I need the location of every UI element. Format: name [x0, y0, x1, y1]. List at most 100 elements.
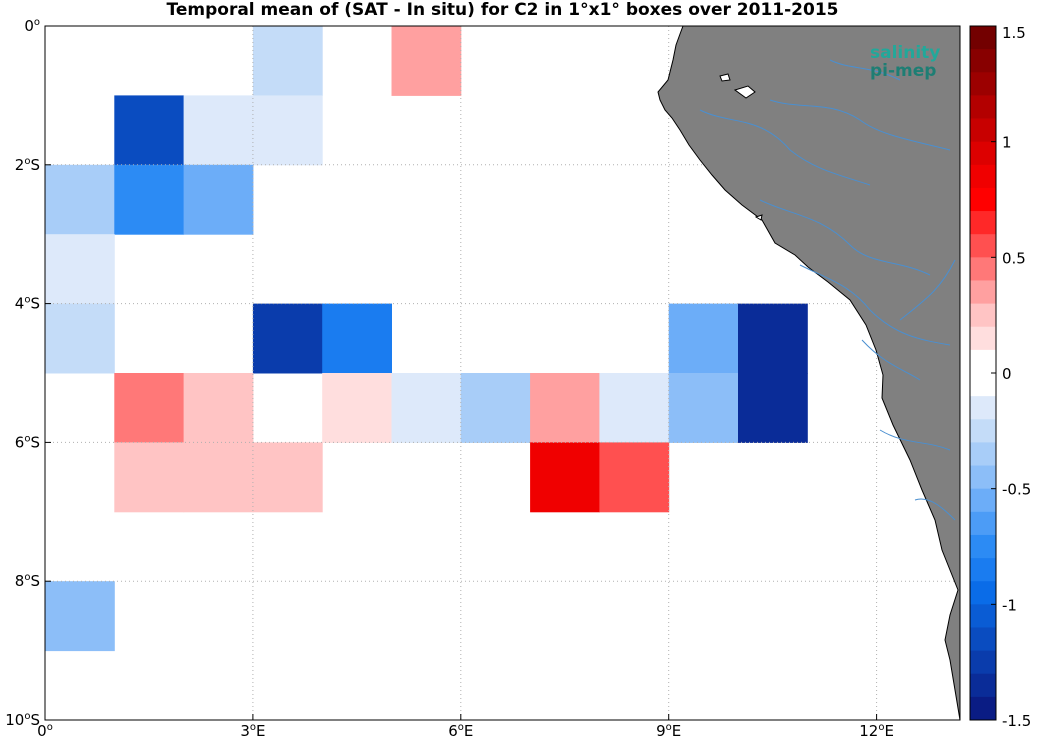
heatmap-cell — [45, 581, 115, 652]
heatmap-cell — [738, 373, 808, 443]
heatmap-cell — [45, 164, 115, 235]
heatmap-cell — [45, 303, 115, 374]
colorbar-segment — [970, 627, 996, 651]
x-tick-label: 12oE — [859, 722, 894, 740]
island — [719, 73, 731, 82]
colorbar-tick-label: -1.5 — [1002, 712, 1031, 730]
land-area — [657, 25, 961, 721]
colorbar-segment — [970, 303, 996, 328]
colorbar-segment — [970, 234, 996, 258]
heatmap-cell — [530, 373, 600, 443]
colorbar-segment — [970, 696, 996, 721]
islands — [719, 73, 763, 221]
colorbar-segment — [970, 187, 996, 212]
heatmap-cell — [391, 373, 462, 443]
colorbar-segment — [970, 72, 996, 96]
x-tick-label: 0o — [37, 722, 53, 740]
rivers — [699, 59, 956, 521]
heatmap-cell — [183, 442, 254, 513]
heatmap-cell — [114, 373, 185, 443]
y-tick-label: 4oS — [15, 295, 40, 313]
heatmap-cell — [114, 95, 185, 166]
colorbar-segment — [970, 164, 996, 189]
heatmap-cell — [183, 373, 254, 443]
y-tick-label: 10oS — [5, 711, 40, 729]
colorbar — [969, 25, 997, 721]
colorbar-segment — [970, 534, 996, 559]
river — [879, 429, 951, 451]
heatmap-cell — [252, 442, 323, 513]
map-frame — [44, 25, 961, 721]
colorbar-segment — [970, 326, 996, 351]
y-tick-label: 2oS — [15, 156, 40, 174]
y-tick-label: 6oS — [15, 433, 40, 451]
colorbar-segment — [970, 558, 996, 582]
river — [759, 199, 931, 276]
colorbar-segment — [970, 257, 996, 281]
heatmap-cell — [738, 303, 808, 374]
colorbar-segment — [970, 118, 996, 143]
colorbar-tick-label: 1 — [1002, 134, 1012, 152]
heatmap-cell — [530, 442, 600, 513]
heatmap-cell — [668, 373, 739, 443]
heatmap-cell — [183, 95, 254, 166]
heatmap-cell — [391, 26, 462, 96]
river — [914, 498, 956, 521]
colorbar-tick-label: -0.5 — [1002, 481, 1031, 499]
island — [754, 214, 763, 221]
x-axis-ticks: 0o 3oE 6oE 9oE 12oE — [37, 714, 894, 740]
y-axis-ticks: 0o 2oS 4oS 6oS 8oS 10oS — [5, 17, 51, 729]
colorbar-segment — [970, 373, 996, 397]
colorbar-segment — [970, 211, 996, 235]
colorbar-tick-label: -1 — [1002, 596, 1017, 614]
colorbar-segment — [970, 442, 996, 466]
heatmap-cell — [599, 373, 670, 443]
heatmap-cell — [322, 373, 392, 443]
island — [733, 85, 756, 99]
colorbar-segment — [970, 280, 996, 304]
heatmap-cell — [252, 26, 323, 96]
colorbar-segment — [970, 511, 996, 536]
colorbar-segment — [970, 673, 996, 698]
colorbar-segment — [970, 419, 996, 443]
heatmap-cell — [45, 234, 115, 305]
colorbar-segment — [970, 604, 996, 628]
colorbar-segment — [970, 349, 996, 374]
y-tick-label: 8oS — [15, 572, 40, 590]
river — [899, 259, 956, 321]
colorbar-tick-label: 0.5 — [1002, 249, 1026, 267]
x-tick-label: 9oE — [656, 722, 681, 740]
gridlines — [45, 26, 960, 720]
colorbar-segment — [970, 396, 996, 420]
colorbar-segment — [970, 650, 996, 675]
heatmap-cell — [460, 373, 531, 443]
colorbar-segment — [970, 581, 996, 605]
colorbar-segment — [970, 465, 996, 490]
colorbar-segment — [970, 141, 996, 166]
heatmap-cell — [322, 303, 392, 374]
river — [861, 339, 921, 381]
salinity-pimep-logo: salinity pi-mep — [870, 43, 940, 81]
heatmap-cell — [668, 303, 739, 374]
colorbar-segment — [970, 49, 996, 73]
colorbar-segment — [970, 26, 996, 50]
colorbar-ticks: 1.5 1 0.5 0 -0.5 -1 -1.5 — [991, 24, 1031, 730]
chart-title: Temporal mean of (SAT - In situ) for C2 … — [166, 0, 839, 20]
logo-text-salinity: salinity — [870, 43, 940, 63]
river — [829, 59, 901, 81]
heatmap-cell — [252, 95, 323, 166]
heatmap-cell — [183, 164, 254, 235]
y-tick-label: 0o — [24, 17, 40, 35]
heatmap-cell — [252, 303, 323, 374]
river — [769, 99, 951, 151]
heatmap-cell — [114, 442, 185, 513]
logo-text-pimep: pi-mep — [870, 61, 936, 81]
heatmap-cell — [114, 164, 185, 235]
colorbar-segment — [970, 488, 996, 513]
river — [699, 109, 871, 186]
x-tick-label: 3oE — [240, 722, 265, 740]
colorbar-tick-label: 0 — [1002, 365, 1012, 383]
x-tick-label: 6oE — [448, 722, 473, 740]
river — [799, 264, 951, 346]
colorbar-segment — [970, 95, 996, 119]
